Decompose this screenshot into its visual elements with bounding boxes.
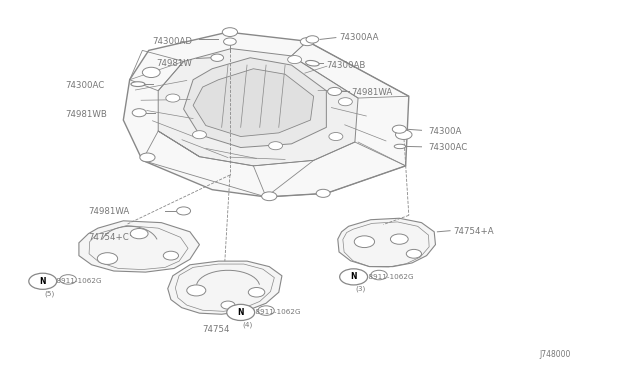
Circle shape <box>222 28 237 36</box>
Polygon shape <box>338 218 435 267</box>
Ellipse shape <box>306 61 319 66</box>
Text: 74981W: 74981W <box>156 59 192 68</box>
Circle shape <box>60 275 76 284</box>
Circle shape <box>390 234 408 244</box>
Circle shape <box>223 38 236 45</box>
Text: 74981WB: 74981WB <box>65 110 107 119</box>
Circle shape <box>300 38 314 46</box>
Text: 74300AD: 74300AD <box>152 37 192 46</box>
Circle shape <box>340 269 367 285</box>
Text: (5): (5) <box>44 290 54 296</box>
Text: 74300AA: 74300AA <box>339 33 378 42</box>
Circle shape <box>258 306 275 315</box>
Text: N 08911-1062G: N 08911-1062G <box>44 278 102 284</box>
Circle shape <box>392 125 406 133</box>
Text: 74300AC: 74300AC <box>428 143 467 152</box>
Text: (3): (3) <box>356 286 366 292</box>
Circle shape <box>396 130 412 140</box>
Ellipse shape <box>131 82 145 87</box>
Text: N: N <box>237 308 244 317</box>
Circle shape <box>132 109 146 117</box>
Circle shape <box>371 270 387 280</box>
Circle shape <box>227 304 255 321</box>
Text: 74754+A: 74754+A <box>453 227 494 236</box>
Circle shape <box>329 132 343 141</box>
Circle shape <box>339 98 353 106</box>
Circle shape <box>248 288 265 297</box>
Circle shape <box>262 192 277 201</box>
Circle shape <box>328 87 342 96</box>
Circle shape <box>221 301 235 309</box>
Text: N 08911-1062G: N 08911-1062G <box>356 274 413 280</box>
Circle shape <box>29 273 57 289</box>
Circle shape <box>406 249 422 258</box>
Circle shape <box>211 54 223 61</box>
Text: (4): (4) <box>243 321 253 328</box>
Circle shape <box>142 67 160 77</box>
Circle shape <box>355 236 374 247</box>
Circle shape <box>193 131 207 139</box>
Circle shape <box>163 251 179 260</box>
Text: N: N <box>40 277 46 286</box>
Text: 74754+C: 74754+C <box>88 233 129 242</box>
Text: 74300A: 74300A <box>428 126 461 135</box>
Polygon shape <box>124 32 409 197</box>
Text: 74300AC: 74300AC <box>65 81 104 90</box>
Text: N 08911-1062G: N 08911-1062G <box>243 310 300 315</box>
Ellipse shape <box>394 144 406 149</box>
Text: 74300AB: 74300AB <box>326 61 365 70</box>
Circle shape <box>97 253 118 264</box>
Text: J748000: J748000 <box>540 350 571 359</box>
Circle shape <box>269 142 283 150</box>
Text: 74754: 74754 <box>203 325 230 334</box>
Polygon shape <box>193 69 314 137</box>
Circle shape <box>316 189 330 198</box>
Polygon shape <box>168 261 282 314</box>
Polygon shape <box>79 221 200 272</box>
Circle shape <box>131 228 148 239</box>
Circle shape <box>287 55 301 64</box>
Circle shape <box>306 36 319 43</box>
Text: N: N <box>350 272 357 281</box>
Polygon shape <box>158 49 358 166</box>
Polygon shape <box>184 58 326 148</box>
Circle shape <box>177 207 191 215</box>
Circle shape <box>166 94 180 102</box>
Text: 74981WA: 74981WA <box>88 207 130 216</box>
Circle shape <box>140 153 155 162</box>
Text: 74981WA: 74981WA <box>352 88 393 97</box>
Circle shape <box>187 285 206 296</box>
